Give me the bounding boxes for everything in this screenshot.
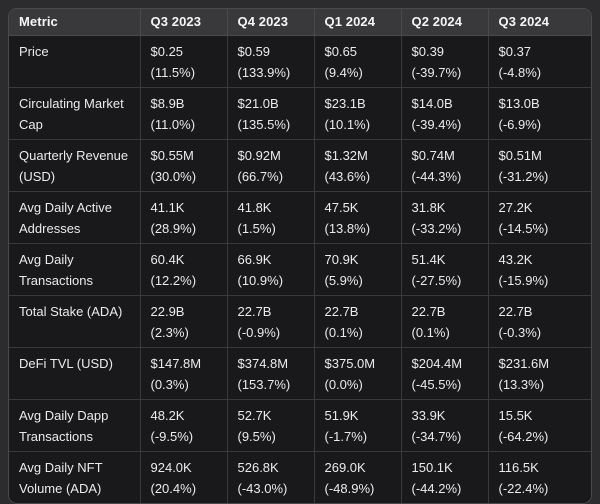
value-cell: $0.37 (-4.8%) (488, 35, 591, 88)
value-cell: 269.0K (-48.9%) (314, 451, 402, 503)
table-row: Quarterly Revenue (USD) $0.55M (30.0%) $0.… (9, 139, 591, 192)
metrics-table: Metric Q3 2023 Q4 2023 Q1 2024 Q2 2024 Q3 202… (9, 9, 591, 503)
value-cell: 150.1K (-44.2%) (401, 451, 489, 503)
value-cell: 47.5K (13.8%) (314, 191, 402, 244)
column-header-quarter: Q3 2024 (488, 9, 591, 36)
metric-label-cell: Quarterly Revenue (USD) (9, 139, 141, 192)
table-row: Total Stake (ADA) 22.9B (2.3%) 22.7B (-0.9… (9, 295, 591, 348)
value-cell: $0.59 (133.9%) (227, 35, 315, 88)
value-cell: $231.6M (13.3%) (488, 347, 591, 400)
metric-label-cell: DeFi TVL (USD) (9, 347, 141, 400)
value-cell: 22.7B (-0.3%) (488, 295, 591, 348)
value-cell: $375.0M (0.0%) (314, 347, 402, 400)
table-row: Avg Daily NFT Volume (ADA) 924.0K (20.4%)… (9, 451, 591, 503)
value-cell: $23.1B (10.1%) (314, 87, 402, 140)
value-cell: 41.1K (28.9%) (140, 191, 228, 244)
value-cell: 22.7B (-0.9%) (227, 295, 315, 348)
value-cell: $14.0B (-39.4%) (401, 87, 489, 140)
value-cell: $147.8M (0.3%) (140, 347, 228, 400)
value-cell: 51.9K (-1.7%) (314, 399, 402, 452)
metric-label-cell: Avg Daily NFT Volume (ADA) (9, 451, 141, 503)
value-cell: 60.4K (12.2%) (140, 243, 228, 296)
header-row: Metric Q3 2023 Q4 2023 Q1 2024 Q2 2024 Q3 202… (9, 9, 591, 36)
value-cell: $8.9B (11.0%) (140, 87, 228, 140)
value-cell: 70.9K (5.9%) (314, 243, 402, 296)
metric-label-cell: Total Stake (ADA) (9, 295, 141, 348)
table-row: DeFi TVL (USD) $147.8M (0.3%) $374.8M (153… (9, 347, 591, 400)
table-row: Avg Daily Transactions 60.4K (12.2%) 66.9K… (9, 243, 591, 296)
metric-label-cell: Circulating Market Cap (9, 87, 141, 140)
metric-label-cell: Price (9, 35, 141, 88)
value-cell: $21.0B (135.5%) (227, 87, 315, 140)
value-cell: 924.0K (20.4%) (140, 451, 228, 503)
value-cell: $0.65 (9.4%) (314, 35, 402, 88)
value-cell: 43.2K (-15.9%) (488, 243, 591, 296)
value-cell: 22.9B (2.3%) (140, 295, 228, 348)
metric-label-cell: Avg Daily Dapp Transactions (9, 399, 141, 452)
value-cell: $13.0B (-6.9%) (488, 87, 591, 140)
value-cell: $0.51M (-31.2%) (488, 139, 591, 192)
value-cell: $0.74M (-44.3%) (401, 139, 489, 192)
value-cell: $374.8M (153.7%) (227, 347, 315, 400)
value-cell: 526.8K (-43.0%) (227, 451, 315, 503)
value-cell: 48.2K (-9.5%) (140, 399, 228, 452)
value-cell: $0.55M (30.0%) (140, 139, 228, 192)
value-cell: $1.32M (43.6%) (314, 139, 402, 192)
value-cell: 51.4K (-27.5%) (401, 243, 489, 296)
value-cell: 66.9K (10.9%) (227, 243, 315, 296)
column-header-metric: Metric (9, 9, 141, 36)
value-cell: $0.25 (11.5%) (140, 35, 228, 88)
value-cell: 15.5K (-64.2%) (488, 399, 591, 452)
value-cell: $204.4M (-45.5%) (401, 347, 489, 400)
table-row: Circulating Market Cap $8.9B (11.0%) $21.0… (9, 87, 591, 140)
value-cell: 31.8K (-33.2%) (401, 191, 489, 244)
table-row: Price $0.25 (11.5%) $0.59 (133.9%) $0.65 (9… (9, 35, 591, 88)
value-cell: 27.2K (-14.5%) (488, 191, 591, 244)
value-cell: 52.7K (9.5%) (227, 399, 315, 452)
column-header-quarter: Q3 2023 (140, 9, 228, 36)
column-header-quarter: Q4 2023 (227, 9, 315, 36)
column-header-quarter: Q1 2024 (314, 9, 402, 36)
metric-label-cell: Avg Daily Active Addresses (9, 191, 141, 244)
value-cell: 116.5K (-22.4%) (488, 451, 591, 503)
metric-label-cell: Avg Daily Transactions (9, 243, 141, 296)
column-header-quarter: Q2 2024 (401, 9, 489, 36)
value-cell: 41.8K (1.5%) (227, 191, 315, 244)
table-row: Avg Daily Active Addresses 41.1K (28.9%) 4… (9, 191, 591, 244)
value-cell: 22.7B (0.1%) (314, 295, 402, 348)
value-cell: $0.39 (-39.7%) (401, 35, 489, 88)
table-row: Avg Daily Dapp Transactions 48.2K (-9.5%)… (9, 399, 591, 452)
value-cell: 33.9K (-34.7%) (401, 399, 489, 452)
value-cell: 22.7B (0.1%) (401, 295, 489, 348)
metrics-table-card: Metric Q3 2023 Q4 2023 Q1 2024 Q2 2024 Q3 202… (8, 8, 592, 504)
value-cell: $0.92M (66.7%) (227, 139, 315, 192)
